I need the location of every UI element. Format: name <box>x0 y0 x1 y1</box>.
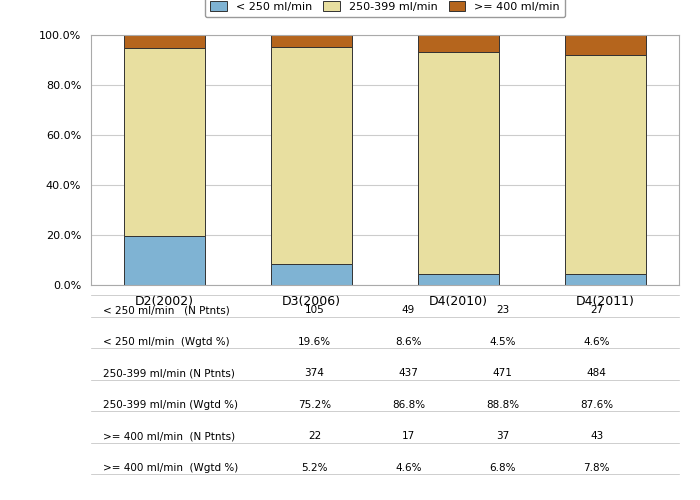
Text: 19.6%: 19.6% <box>298 337 331 347</box>
Text: 250-399 ml/min (N Ptnts): 250-399 ml/min (N Ptnts) <box>103 368 234 378</box>
Text: 437: 437 <box>398 368 419 378</box>
Bar <box>418 274 499 285</box>
Legend: < 250 ml/min, 250-399 ml/min, >= 400 ml/min: < 250 ml/min, 250-399 ml/min, >= 400 ml/… <box>204 0 566 18</box>
Bar <box>271 264 352 285</box>
Text: 22: 22 <box>308 432 321 442</box>
Text: 27: 27 <box>590 306 603 316</box>
Text: 471: 471 <box>493 368 512 378</box>
Text: >= 400 ml/min  (N Ptnts): >= 400 ml/min (N Ptnts) <box>103 432 235 442</box>
Bar <box>565 35 646 54</box>
Text: 5.2%: 5.2% <box>301 463 328 473</box>
Text: 250-399 ml/min (Wgtd %): 250-399 ml/min (Wgtd %) <box>103 400 238 410</box>
Bar <box>565 274 646 285</box>
Text: 49: 49 <box>402 306 415 316</box>
Text: < 250 ml/min  (Wgtd %): < 250 ml/min (Wgtd %) <box>103 337 230 347</box>
Bar <box>124 236 205 285</box>
Bar <box>124 48 205 236</box>
Bar <box>271 35 352 46</box>
Text: 484: 484 <box>587 368 607 378</box>
Text: 23: 23 <box>496 306 509 316</box>
Text: 75.2%: 75.2% <box>298 400 331 410</box>
Text: 37: 37 <box>496 432 509 442</box>
Text: < 250 ml/min   (N Ptnts): < 250 ml/min (N Ptnts) <box>103 306 230 316</box>
Text: 6.8%: 6.8% <box>489 463 516 473</box>
Text: 374: 374 <box>304 368 324 378</box>
Text: 4.6%: 4.6% <box>583 337 610 347</box>
Bar <box>124 35 205 48</box>
Text: 7.8%: 7.8% <box>583 463 610 473</box>
Text: 88.8%: 88.8% <box>486 400 519 410</box>
Bar <box>418 34 499 52</box>
Text: 43: 43 <box>590 432 603 442</box>
Text: 8.6%: 8.6% <box>395 337 422 347</box>
Text: >= 400 ml/min  (Wgtd %): >= 400 ml/min (Wgtd %) <box>103 463 238 473</box>
Bar <box>271 46 352 264</box>
Text: 87.6%: 87.6% <box>580 400 613 410</box>
Bar <box>418 52 499 274</box>
Text: 105: 105 <box>304 306 324 316</box>
Text: 86.8%: 86.8% <box>392 400 425 410</box>
Text: 4.5%: 4.5% <box>489 337 516 347</box>
Text: 4.6%: 4.6% <box>395 463 422 473</box>
Bar <box>565 54 646 274</box>
Text: 17: 17 <box>402 432 415 442</box>
